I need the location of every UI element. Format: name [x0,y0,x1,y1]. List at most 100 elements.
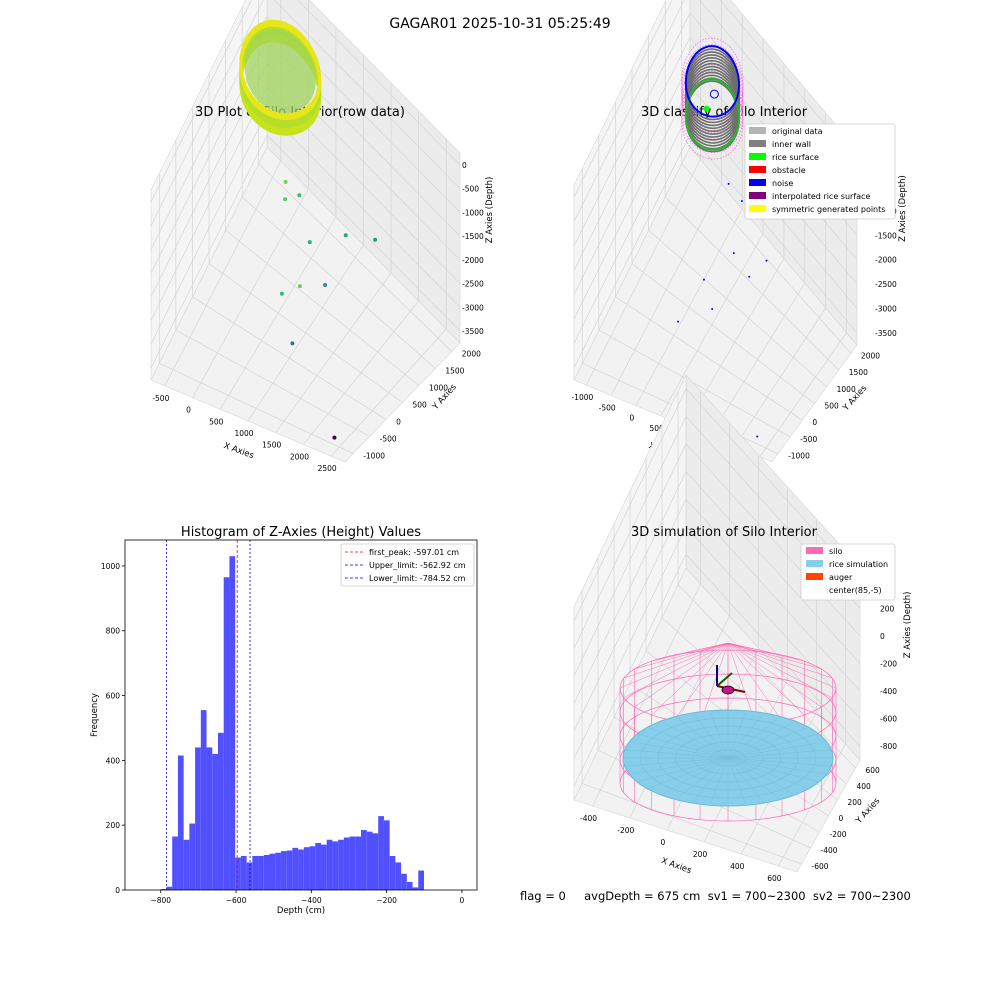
p2-legend-label: obstacle [772,166,806,175]
p1-xlabel: X Axies [222,441,255,461]
p1-outlier-point [297,193,302,198]
p2-grid-y [648,229,827,388]
p4-rice-mesh [727,757,832,767]
histogram-bar [418,870,424,890]
p4-grid-z-left [573,526,687,759]
histogram-bar [160,889,167,890]
p2-legend: original data inner wall rice surface obsta… [744,123,896,220]
histogram-bar [361,830,367,890]
histogram-bar [389,855,396,890]
p2-title: 3D classify of Silo Interior [641,105,808,120]
p2-ztick-label: -2500 [875,280,897,289]
p4-silo-roof-strut [727,642,833,699]
p2-ytick-label: 500 [825,402,840,411]
histogram-bar [235,857,241,890]
p1-ytick-label: -500 [380,435,397,444]
p4-legend-frame [800,543,896,601]
p4-grid-z-left [573,388,687,621]
p3-ytick-label: 0 [115,886,120,895]
p2-symmetric-ring [681,64,744,147]
p4-rice-mesh [727,710,747,759]
p4-rice-mesh [727,757,819,783]
p4-rice-mesh [727,721,796,759]
p4-silo-roof-strut [727,642,833,679]
p1-xtick-label: 2500 [318,464,337,473]
p4-rice-mesh [709,710,729,759]
p4-rice-mesh [629,741,729,759]
p2-ytick-label: 0 [812,418,817,427]
p2-noise-point [756,435,759,438]
p1-grid-z-left [150,0,252,203]
histogram-bar [206,747,213,890]
p1-ytick-label: 1500 [445,367,464,376]
p3-frame [124,539,478,891]
p1-outlier-point [343,233,348,238]
p4-legend-swatch [806,560,823,567]
p4-rice-mesh [727,749,832,759]
p4-silo-roof-strut [727,642,805,716]
p4-grid-z-back [685,526,861,719]
histogram-bar [263,855,270,890]
p1-xtick-label: 2000 [290,452,309,461]
histogram-bar [298,849,304,890]
p1-ztick-label: -3500 [462,327,484,336]
p1-ztick-label: -3000 [462,303,484,312]
p4-rice-mesh [727,757,765,804]
p1-grid-y [241,196,436,369]
p3-ytick-label: 800 [106,627,121,636]
p4-grid-z-back [685,498,861,692]
p4-rice-mesh [691,712,729,759]
p2-zlabel: Z Axies (Depth) [898,175,908,242]
p3-legend-frame [340,543,475,587]
p2-legend-swatch [749,205,766,212]
p3-xtick-label: −600 [226,896,247,905]
p4-legend-label: rice simulation [829,560,888,569]
p1-ztick-label: -2000 [462,256,484,265]
p2-grid-y [631,263,815,404]
p2-grid-z-left [573,61,691,295]
p2-rice-point [703,105,710,112]
p2-axes: -1000-50005001000150020002500-1000-50005… [571,0,908,474]
p3-ytick-label: 1000 [101,562,120,571]
p2-symmetric-ring [681,50,744,133]
p2-ztick-label: -2000 [875,256,897,265]
p1-outlier-point [323,283,328,288]
p1-xtick-label: 500 [209,417,224,426]
p2-legend-frame [744,123,896,220]
p4-rice-mesh [727,757,781,800]
histogram-bar [395,862,402,890]
p4-legend-label: auger [829,573,853,582]
p4-legend-swatch [806,547,823,554]
p2-symmetric-ring [681,44,744,127]
p1-grid-y [258,163,453,352]
p3-bars [160,556,424,890]
p2-symmetric-ring [681,37,744,120]
p4-rice-mesh [727,741,827,759]
p2-noise-point [740,200,743,202]
p4-ztick-label: -600 [880,715,897,724]
p1-outlier-point [283,197,288,202]
p3-xtick-label: −800 [150,896,171,905]
p4-rice-mesh [660,757,729,795]
p4-rice-mesh [675,757,729,800]
p4-silo-roof-strut [699,642,729,652]
p1-grid-y [208,263,403,403]
p1-outlier-point [283,179,288,184]
p4-xtick-label: -200 [617,826,634,835]
p4-rice-mesh [709,757,729,806]
p3-axes: −800 −600 −400 −200 0 0 200 400 600 800 1000 Depth … [90,525,478,916]
p4-silo-roof-strut [634,642,729,670]
p4-grid-y [581,783,802,865]
histogram-bar [355,836,362,890]
p4-rice-mesh [691,757,729,804]
p1-grid-z-left [150,111,268,345]
p4-ytick-label: 200 [848,798,863,807]
p4-legend-label: center(85,-5) [829,586,882,595]
p4-silo-roof-strut [727,642,822,708]
p4-xtick-label: 600 [767,874,782,883]
histogram-bar [223,577,230,890]
p4-auger [716,665,746,695]
histogram-bar [217,732,224,890]
p2-grid-z-left [573,0,673,198]
